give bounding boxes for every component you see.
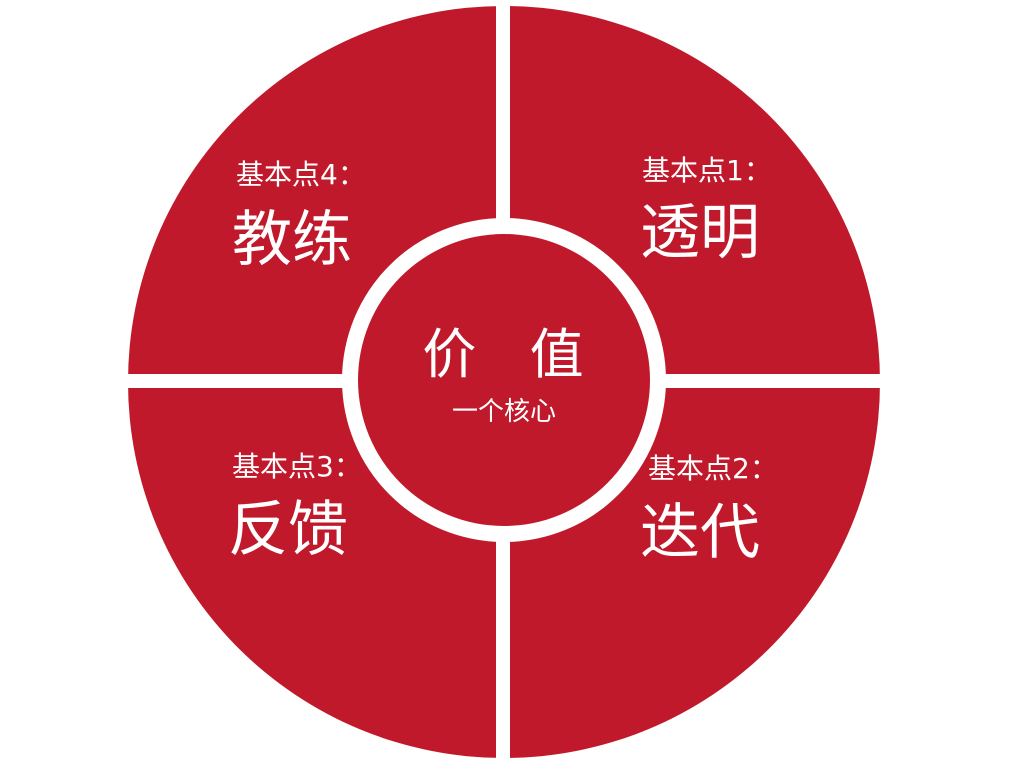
quadrant-title: 反馈 xyxy=(228,495,348,565)
quadrant-bottom-right: 基本点2： 迭代 xyxy=(640,452,778,568)
center-title: 价 值 xyxy=(422,323,601,386)
center-subtitle: 一个核心 xyxy=(452,397,556,427)
quadrant-bottom-left: 基本点3： 反馈 xyxy=(228,450,362,565)
quadrant-label: 基本点2： xyxy=(648,452,778,485)
center-core xyxy=(358,234,650,526)
quadrant-top-left: 基本点4： 教练 xyxy=(232,158,366,275)
quadrant-label: 基本点1： xyxy=(642,154,772,187)
quadrant-title: 迭代 xyxy=(640,498,760,568)
quadrant-top-right: 基本点1： 透明 xyxy=(640,154,772,268)
quadrant-label: 基本点3： xyxy=(232,450,362,483)
quadrant-title: 教练 xyxy=(232,205,352,275)
quadrant-label: 基本点4： xyxy=(236,158,366,191)
quadrant-title: 透明 xyxy=(640,198,760,268)
